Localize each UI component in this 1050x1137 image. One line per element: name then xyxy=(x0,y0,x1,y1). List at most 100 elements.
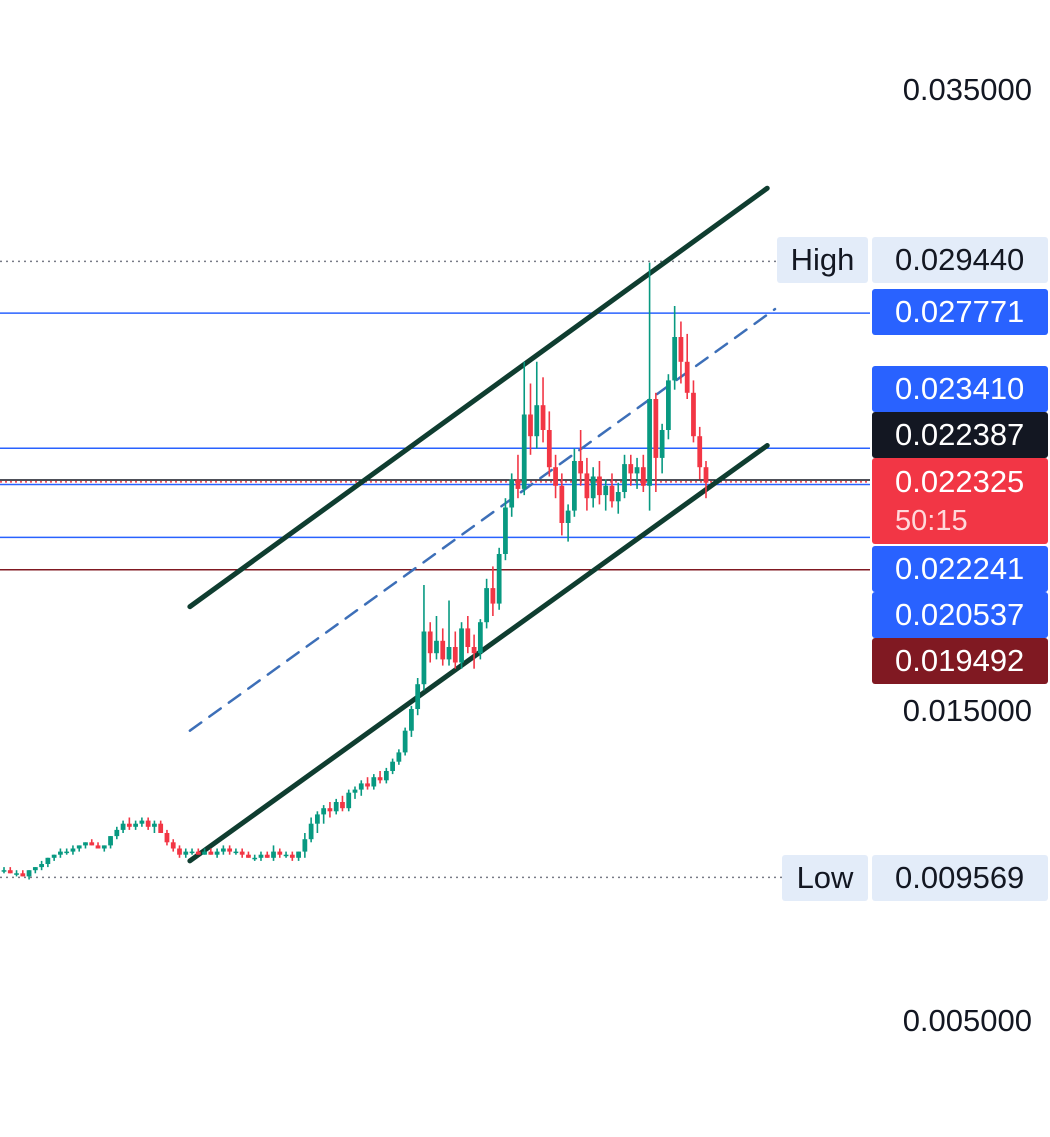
candle-body xyxy=(39,864,44,868)
candle-body xyxy=(459,628,464,663)
candle-body xyxy=(227,848,233,852)
candle-body xyxy=(271,851,276,858)
candle-body xyxy=(684,361,690,393)
level-badge: 0.019492 xyxy=(872,638,1048,684)
low-tag: Low xyxy=(782,855,868,901)
candle-body xyxy=(264,854,270,858)
parallel-channel[interactable] xyxy=(187,185,777,864)
candle-body xyxy=(246,854,251,858)
candle-body xyxy=(647,399,652,486)
candle-body xyxy=(697,436,703,468)
candle-body xyxy=(51,854,57,858)
candle-body xyxy=(615,492,621,502)
candle-body xyxy=(666,380,671,430)
candle-body xyxy=(584,473,590,499)
price-levels xyxy=(0,260,870,879)
high-price-badge: 0.029440 xyxy=(872,237,1048,283)
candle-body xyxy=(452,647,458,663)
candle-body xyxy=(14,873,19,875)
candle-body xyxy=(571,461,577,511)
candle-body xyxy=(45,857,51,864)
candle-body xyxy=(32,867,38,871)
candle-body xyxy=(208,851,214,855)
candle-body xyxy=(70,848,76,852)
channel-upper-line xyxy=(187,185,770,610)
candle-body xyxy=(177,848,182,855)
candle-body xyxy=(415,684,421,709)
candle-body xyxy=(597,476,602,496)
candle-body xyxy=(315,814,320,824)
candle-body xyxy=(321,808,327,815)
candle-body xyxy=(202,851,207,855)
candle-body xyxy=(296,851,301,858)
candle-body xyxy=(158,823,164,833)
candle-body xyxy=(622,464,627,492)
candle-body xyxy=(640,467,646,486)
candle-body xyxy=(546,430,552,468)
candle-body xyxy=(691,392,696,437)
candle-body xyxy=(634,467,640,474)
candle-body xyxy=(340,802,345,809)
candle-body xyxy=(252,857,258,860)
candle-body xyxy=(89,842,95,846)
candle-body xyxy=(484,588,490,623)
candle-body xyxy=(145,820,151,827)
candle-body xyxy=(383,771,389,781)
candle-body xyxy=(26,870,32,877)
candle-body xyxy=(164,833,170,843)
candle-body xyxy=(120,823,126,830)
candle-body xyxy=(659,430,665,458)
candle-body xyxy=(20,873,26,877)
high-tag: High xyxy=(777,237,868,283)
candle-body xyxy=(402,730,408,753)
level-badge: 0.022387 xyxy=(872,412,1048,458)
candle-body xyxy=(377,777,383,781)
candle-body xyxy=(371,777,377,787)
level-badge: 0.023410 xyxy=(872,366,1048,412)
y-tick-label: 0.035000 xyxy=(902,72,1032,107)
candle-body xyxy=(471,647,477,654)
candle-body xyxy=(521,414,527,489)
level-badge: 0.027771 xyxy=(872,289,1048,335)
candle-body xyxy=(440,640,446,660)
candle-body xyxy=(540,405,546,430)
candle-body xyxy=(126,823,132,827)
candle-body xyxy=(108,836,113,846)
candle-body xyxy=(534,405,540,437)
candle-body xyxy=(83,842,88,846)
candle-body xyxy=(358,783,364,790)
candle-body xyxy=(308,823,314,840)
candle-body xyxy=(233,851,239,854)
candle-body xyxy=(170,842,176,849)
candle-body xyxy=(609,485,615,502)
low-price-badge: 0.009569 xyxy=(872,855,1048,901)
candle-body xyxy=(390,761,395,771)
candle-body xyxy=(509,479,515,508)
candle-body xyxy=(114,829,120,837)
candle-body xyxy=(333,802,339,812)
candle-body xyxy=(152,823,157,827)
candle-body xyxy=(559,485,565,523)
candle-body xyxy=(76,845,82,849)
candle-body xyxy=(528,414,533,437)
candle-body xyxy=(553,467,558,486)
candle-body xyxy=(346,792,352,809)
candle-body xyxy=(139,820,145,824)
candle-body xyxy=(678,337,684,362)
candle-body xyxy=(183,851,189,855)
candle-body xyxy=(477,622,483,654)
candle-body xyxy=(434,640,439,654)
candle-body xyxy=(277,851,283,855)
candle-body xyxy=(7,870,13,874)
candles xyxy=(1,262,709,880)
candle-body xyxy=(703,467,709,483)
y-tick-label: 0.005000 xyxy=(902,1003,1032,1038)
candle-body xyxy=(653,399,659,458)
candle-body xyxy=(490,588,496,604)
candle-body xyxy=(515,479,521,489)
candle-body xyxy=(283,854,289,857)
candle-body xyxy=(101,845,107,849)
candle-body xyxy=(189,851,195,854)
candle-body xyxy=(258,854,264,858)
